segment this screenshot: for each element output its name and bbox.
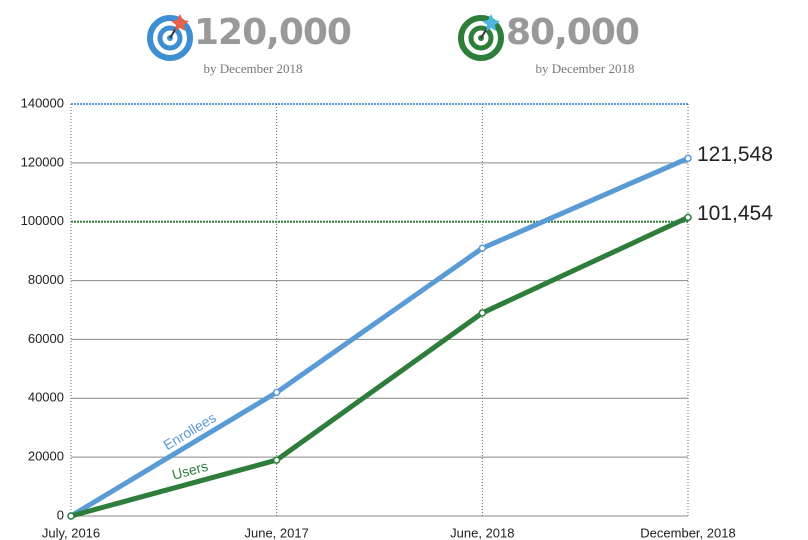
data-point xyxy=(272,456,281,464)
value-label: 101,454 xyxy=(697,202,773,225)
target-note: by December 2018 xyxy=(536,61,635,76)
x-tick-label: July, 2016 xyxy=(42,525,100,540)
x-tick-label: June, 2017 xyxy=(244,525,308,540)
data-point xyxy=(67,512,75,520)
data-point xyxy=(272,388,281,397)
target-icon xyxy=(458,14,504,61)
data-point xyxy=(684,213,692,222)
value-label: 121,548 xyxy=(697,143,773,166)
data-point xyxy=(478,309,487,317)
y-tick-label: 120000 xyxy=(21,154,64,169)
y-tick-label: 20000 xyxy=(28,449,64,464)
y-tick-label: 80000 xyxy=(28,272,64,287)
target-note: by December 2018 xyxy=(204,61,303,76)
y-tick-label: 100000 xyxy=(21,213,64,228)
data-point xyxy=(684,154,692,163)
target-icon xyxy=(147,14,193,61)
y-tick-label: 40000 xyxy=(28,390,64,405)
target-value: 80,000 xyxy=(506,12,639,53)
y-tick-label: 140000 xyxy=(21,95,64,110)
data-point xyxy=(478,244,487,252)
series-line xyxy=(69,156,690,519)
y-tick-label: 0 xyxy=(57,507,64,522)
x-tick-label: December, 2018 xyxy=(640,525,735,540)
x-tick-label: June, 2018 xyxy=(450,525,514,540)
series-line xyxy=(70,215,690,519)
target-value: 120,000 xyxy=(194,12,351,53)
y-tick-label: 60000 xyxy=(28,331,64,346)
